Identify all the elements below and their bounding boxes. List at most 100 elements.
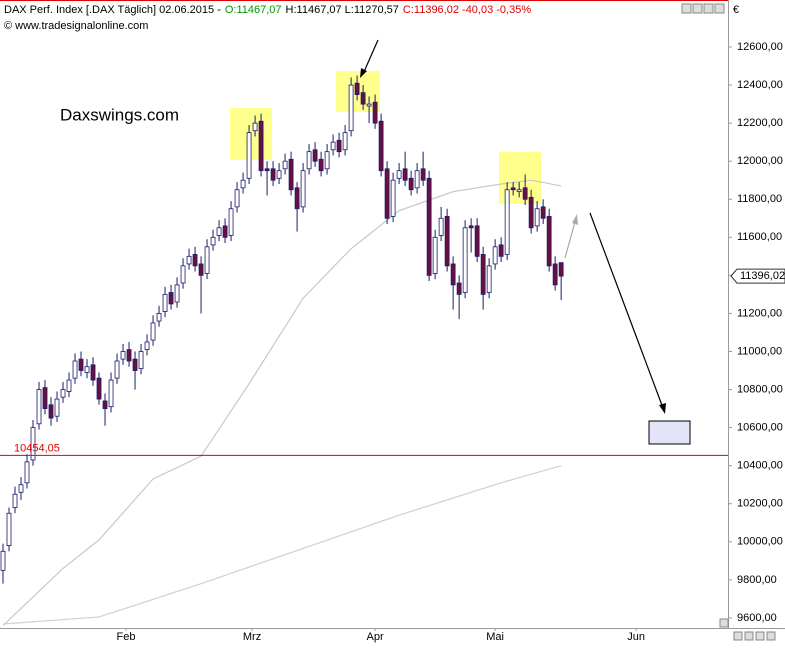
candle-body	[6, 512, 12, 546]
candle-body	[360, 92, 366, 105]
candle-body	[30, 427, 36, 461]
last-price-tag	[730, 268, 785, 284]
currency: €	[733, 4, 739, 16]
arrow-head	[572, 214, 578, 225]
title-part: O:11467,07	[225, 4, 282, 16]
y-tick-label: 11200,00	[737, 307, 782, 319]
candle-body	[198, 263, 204, 276]
candle-body	[72, 360, 78, 379]
button[interactable]	[714, 3, 725, 14]
arrow	[589, 212, 664, 409]
title-part: C:11396,02 -40,03 -0,35%	[403, 4, 531, 16]
button[interactable]	[692, 3, 703, 14]
candle-body	[48, 404, 54, 419]
candle-body	[486, 265, 492, 293]
candle-body	[228, 208, 234, 236]
candle-body	[240, 179, 246, 189]
candle-body	[180, 265, 186, 284]
candle-body	[456, 282, 462, 295]
candle-body	[234, 189, 240, 208]
toolbar	[681, 3, 776, 641]
candle-body	[366, 103, 372, 107]
candle-body	[558, 262, 564, 277]
y-tick-label: 11800,00	[737, 193, 782, 205]
button[interactable]	[703, 3, 714, 14]
arrow	[564, 221, 576, 259]
candle-body	[480, 254, 486, 295]
button[interactable]	[744, 631, 754, 641]
candle-body	[102, 400, 108, 409]
candle-body	[252, 122, 258, 132]
candle-body	[174, 284, 180, 303]
candle-body	[24, 461, 30, 484]
level-label: 10454,05	[14, 442, 60, 454]
candle-body	[540, 206, 546, 219]
chart-title: DAX Perf. Index [.DAX Täglich] 02.06.201…	[4, 4, 531, 16]
button[interactable]	[766, 631, 776, 641]
candle-body	[150, 322, 156, 341]
candle-body	[42, 387, 48, 409]
x-tick-label: Jun	[627, 631, 645, 643]
candle-body	[186, 255, 192, 265]
x-tick-label: Feb	[117, 631, 136, 643]
y-tick-label: 12600,00	[737, 41, 783, 53]
candle-body	[96, 377, 102, 400]
button[interactable]	[719, 618, 729, 628]
candle-body	[210, 236, 216, 246]
moving-average	[2, 179, 562, 626]
candle-body	[450, 263, 456, 286]
candle-body	[120, 351, 126, 360]
candle-body	[288, 158, 294, 191]
candle-body	[504, 189, 510, 255]
title-part: H:11467,07 L:11270,57	[286, 4, 399, 16]
candle-body	[552, 263, 558, 286]
y-tick-label: 9600,00	[737, 612, 777, 624]
y-tick-label: 10400,00	[737, 460, 783, 472]
candle-body	[12, 493, 18, 508]
candle-body	[402, 168, 408, 181]
y-tick-label: 9800,00	[737, 574, 777, 586]
y-tick-label: 11000,00	[737, 345, 782, 357]
candle-body	[36, 389, 42, 425]
candle-body	[498, 244, 504, 257]
y-tick-label: 12400,00	[737, 79, 783, 91]
candle-body	[444, 215, 450, 267]
candle-body	[420, 168, 426, 181]
y-tick-label: 12000,00	[737, 155, 783, 167]
candle-body	[312, 149, 318, 162]
candle-body	[60, 389, 66, 398]
candle-body	[300, 170, 306, 208]
x-tick-label: Apr	[367, 631, 384, 643]
candle-body	[426, 177, 432, 276]
candle-body	[90, 364, 96, 381]
candle-body	[246, 132, 252, 179]
candle-body	[294, 187, 300, 210]
candle-body	[138, 351, 144, 370]
candle-body	[528, 196, 534, 229]
candle-body	[306, 151, 312, 170]
candle-body	[318, 158, 324, 172]
moving-average	[2, 465, 562, 625]
candle-body	[516, 189, 522, 193]
candle-body	[354, 82, 360, 95]
candle-body	[216, 227, 222, 236]
candle-body	[432, 236, 438, 274]
button[interactable]	[681, 3, 692, 14]
candle-body	[468, 225, 474, 229]
button[interactable]	[755, 631, 765, 641]
candle-body	[192, 254, 198, 267]
candle-body	[168, 292, 174, 305]
candle-body	[156, 313, 162, 322]
y-tick-label: 10800,00	[737, 383, 783, 395]
candle-body	[0, 550, 6, 571]
arrow	[362, 39, 379, 75]
candle-body	[408, 177, 414, 191]
candle-body	[84, 366, 90, 373]
button[interactable]	[733, 631, 743, 641]
y-tick-label: 12200,00	[737, 117, 783, 129]
header-bg	[0, 1, 560, 33]
candle-body	[462, 227, 468, 293]
candle-body	[204, 246, 210, 274]
candle-body	[222, 225, 228, 238]
